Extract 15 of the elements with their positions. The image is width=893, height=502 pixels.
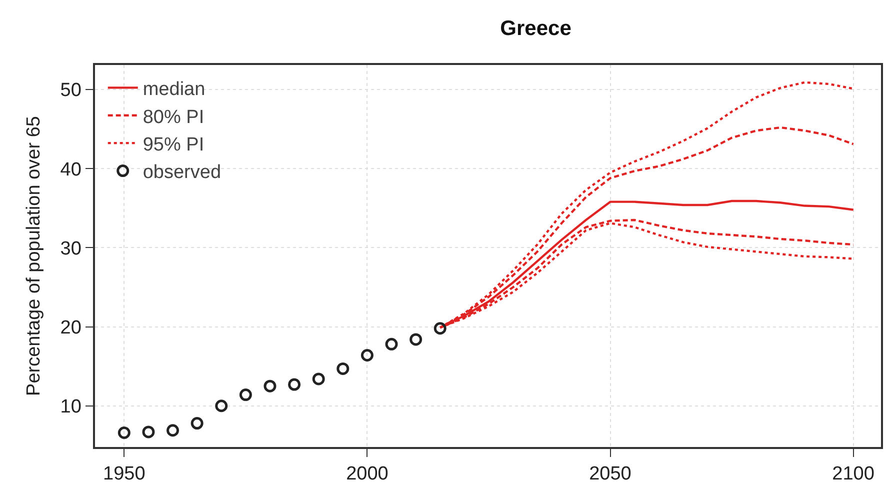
x-tick-label: 2000 xyxy=(346,464,388,485)
legend-label: 80% PI xyxy=(142,106,204,128)
y-tick-label: 40 xyxy=(60,159,82,180)
y-axis-title: Percentage of population over 65 xyxy=(24,116,45,396)
legend-label: 95% PI xyxy=(142,134,204,156)
y-tick-label: 50 xyxy=(60,80,82,102)
chart-title: Greece xyxy=(500,16,572,40)
x-tick-label: 2100 xyxy=(832,464,874,485)
legend-label: median xyxy=(142,79,206,100)
y-tick-label: 20 xyxy=(60,317,82,338)
x-tick-label: 1950 xyxy=(103,464,146,485)
y-tick-label: 30 xyxy=(60,238,82,260)
x-tick-label: 2050 xyxy=(589,464,632,485)
legend-label: observed xyxy=(142,162,222,184)
y-tick-label: 10 xyxy=(60,396,82,418)
